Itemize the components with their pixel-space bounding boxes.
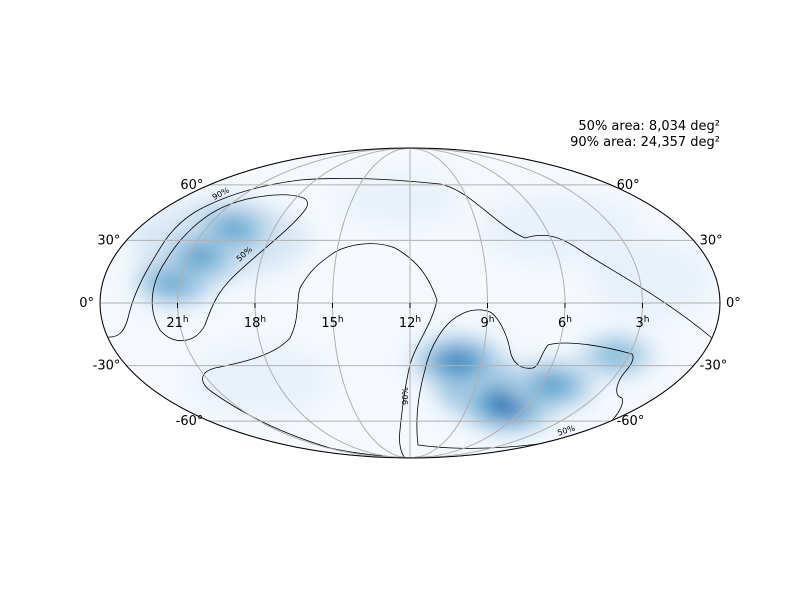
dec-label-right: -30°: [700, 359, 728, 374]
contour-90-southwest: [202, 287, 406, 458]
dec-label-left: 60°: [180, 178, 203, 193]
contour-50-south: [416, 309, 634, 449]
probability-blob: [599, 345, 634, 366]
probability-blob: [537, 376, 568, 395]
area-90-stat: 90% area: 24,357 deg²: [570, 135, 720, 150]
dec-label-right: -60°: [617, 414, 645, 429]
dec-label-left: 30°: [97, 233, 120, 248]
dec-label-left: -30°: [93, 359, 121, 374]
probability-blob: [216, 221, 247, 240]
dec-label-right: 60°: [617, 178, 640, 193]
dec-tick-labels: 60° 60° 30° 30° 0° 0° -30° -30° -60° -60°: [79, 178, 741, 429]
contour-50-north: [151, 194, 308, 342]
contour-90-north: [105, 177, 713, 339]
probability-density-layer: [130, 175, 710, 435]
probability-blob: [496, 397, 520, 411]
dec-label-left: 0°: [79, 296, 94, 311]
probability-contours: [105, 177, 713, 458]
dec-label-right: 30°: [700, 233, 723, 248]
contour-90-inner: [299, 243, 438, 458]
probability-blob: [186, 248, 215, 265]
dec-label-left: -60°: [176, 414, 204, 429]
sky-boundary: [99, 147, 721, 459]
contour-label-90-center: 90%: [401, 387, 410, 405]
probability-blob: [444, 353, 472, 370]
dec-label-right: 0°: [726, 296, 741, 311]
area-50-stat: 50% area: 8,034 deg²: [578, 119, 720, 134]
